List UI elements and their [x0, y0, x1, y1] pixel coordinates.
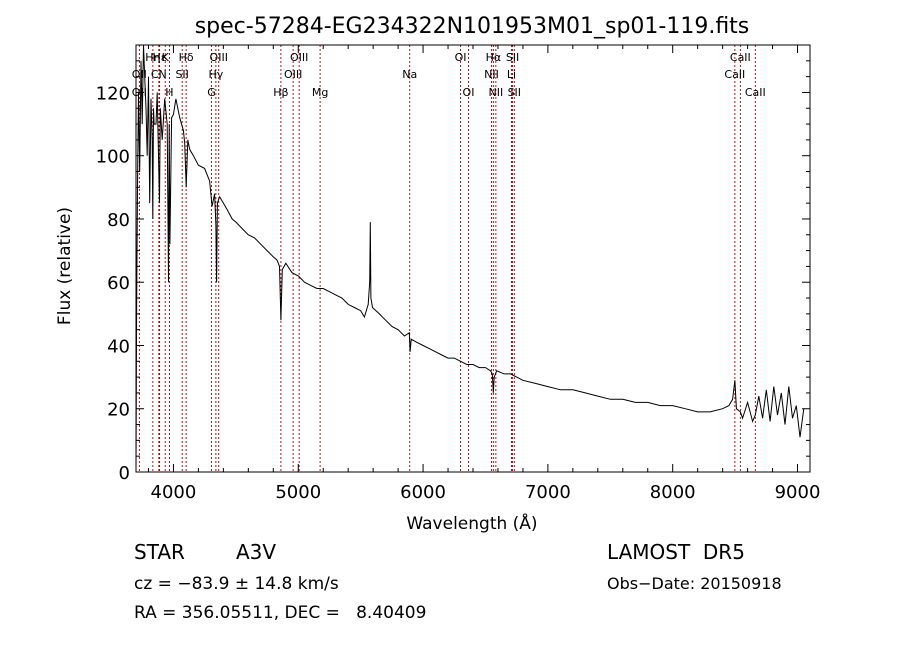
y-tick-label: 20 — [107, 400, 130, 421]
marker-label: NII — [484, 68, 499, 81]
object-class: STAR — [134, 540, 185, 564]
spectral-line-markers — [138, 45, 756, 472]
marker-label: SII — [506, 51, 519, 64]
marker-label: SII — [508, 86, 521, 99]
marker-label: Hη — [145, 51, 160, 64]
survey-name: LAMOST DR5 — [607, 540, 745, 564]
marker-label: NII — [488, 86, 503, 99]
y-axis-label: Flux (relative) — [55, 207, 75, 325]
marker-label: OIII — [284, 68, 302, 81]
y-tick-label: 60 — [107, 273, 130, 294]
marker-label: Li — [507, 68, 516, 81]
x-tick-label: 5000 — [275, 482, 321, 503]
marker-label: CaII — [724, 68, 745, 81]
y-tick-label: 40 — [107, 336, 130, 357]
y-tick-label: 100 — [96, 147, 130, 168]
x-axis-label: Wavelength (Å) — [406, 512, 537, 534]
x-axis: 4000 5000 6000 7000 8000 9000 — [147, 45, 821, 503]
marker-label: CaII — [745, 86, 766, 99]
x-tick-label: 4000 — [151, 482, 197, 503]
marker-label: CaII — [730, 51, 751, 64]
x-tick-label: 6000 — [400, 482, 446, 503]
y-tick-label: 120 — [96, 83, 130, 104]
redshift-velocity: cz = −83.9 ± 14.8 km/s — [134, 574, 339, 594]
marker-label: OIII — [210, 51, 228, 64]
chart-title: spec-57284-EG234322N101953M01_sp01-119.f… — [195, 14, 750, 39]
marker-label: OI — [463, 86, 475, 99]
spectrum-series-line — [135, 44, 805, 473]
marker-label: Na — [402, 68, 417, 81]
marker-label: Hγ — [208, 68, 223, 81]
y-axis: 0 20 40 60 80 100 120 — [96, 60, 810, 484]
y-tick-label: 80 — [107, 210, 130, 231]
marker-label: H — [165, 86, 173, 99]
marker-label: Hε — [152, 51, 166, 64]
observation-date: Obs−Date: 20150918 — [607, 574, 782, 593]
x-tick-label: 7000 — [525, 482, 571, 503]
marker-label: K — [162, 51, 170, 64]
marker-label: OIII — [290, 51, 308, 64]
object-subclass: A3V — [236, 540, 277, 564]
marker-label: Hδ — [179, 51, 194, 64]
marker-label: G — [207, 86, 216, 99]
marker-label: Hβ — [273, 86, 288, 99]
marker-label: OI — [455, 51, 467, 64]
coordinates: RA = 356.05511, DEC = 8.40409 — [134, 603, 427, 623]
marker-label: CN — [151, 68, 167, 81]
marker-label: SII — [175, 68, 188, 81]
marker-label: Mg — [312, 86, 328, 99]
plot-frame — [135, 44, 811, 473]
y-tick-label: 0 — [119, 463, 130, 484]
marker-label: Hα — [486, 51, 502, 64]
x-tick-label: 9000 — [775, 482, 821, 503]
x-tick-label: 8000 — [650, 482, 696, 503]
